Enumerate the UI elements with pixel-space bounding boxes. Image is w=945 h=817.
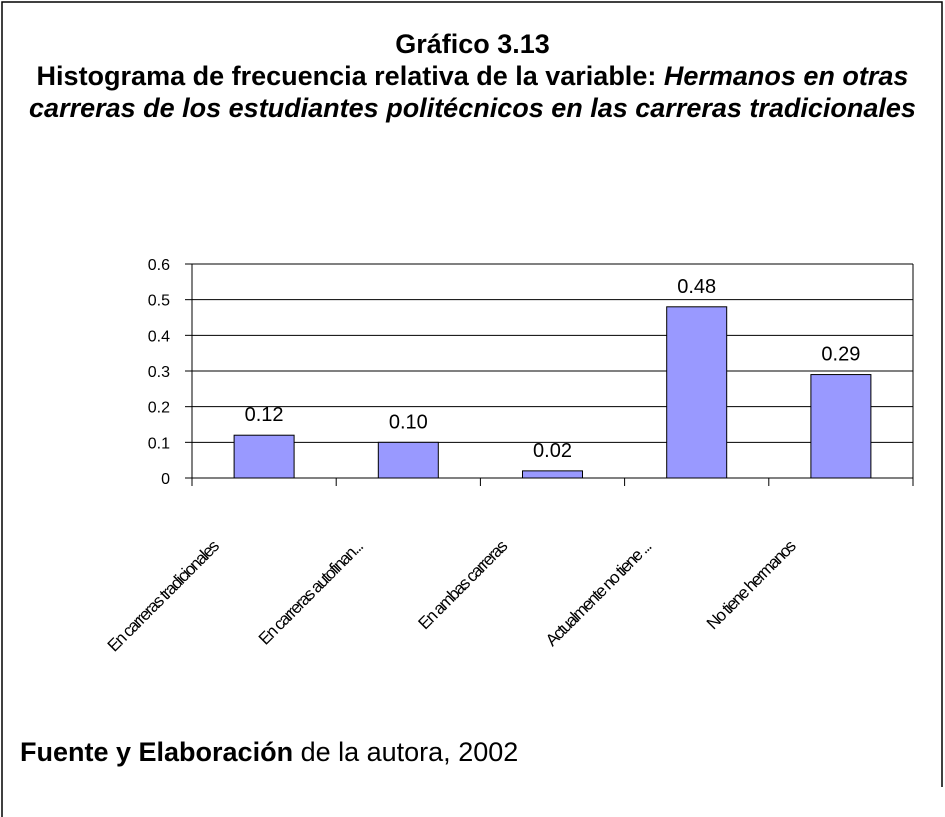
bar xyxy=(233,434,295,479)
data-label: 0.48 xyxy=(677,276,716,298)
data-label: 0.02 xyxy=(533,440,572,462)
y-tick-label: 0.6 xyxy=(148,257,170,274)
title-block: Gráfico 3.13 Histograma de frecuencia re… xyxy=(20,28,925,124)
chart-subtitle: Histograma de frecuencia relativa de la … xyxy=(20,60,925,124)
y-tick-label: 0.3 xyxy=(148,364,170,381)
y-tick-label: 0.2 xyxy=(148,400,170,417)
subtitle-lead: Histograma de frecuencia relativa de la … xyxy=(36,61,657,91)
x-tick-label: En carreras autofinan... xyxy=(255,537,367,649)
data-label: 0.29 xyxy=(821,344,860,366)
data-label: 0.12 xyxy=(245,404,284,426)
source-text: de la autora, 2002 xyxy=(300,737,519,767)
y-tick-label: 0.1 xyxy=(148,435,170,452)
source: Fuente y Elaboración de la autora, 2002 xyxy=(20,737,518,768)
bar xyxy=(377,441,439,479)
y-tick-label: 0.5 xyxy=(148,293,170,310)
bar xyxy=(666,306,728,479)
subtitle-variable: Hermanos en otras carreras de los estudi… xyxy=(29,61,916,123)
y-tick-label: 0.4 xyxy=(148,328,170,345)
source-bold: Fuente y Elaboración xyxy=(20,737,294,767)
x-tick-label: No tiene hermanos xyxy=(703,537,800,634)
x-tick-label: Actualmente no tiene ... xyxy=(542,537,655,650)
bar xyxy=(522,470,583,479)
bar xyxy=(810,374,872,479)
x-tick-label: En ambas carreras xyxy=(415,537,512,634)
chart-title: Gráfico 3.13 xyxy=(395,29,550,59)
x-tick-label: En carreras tradicionales xyxy=(104,537,223,656)
data-label: 0.10 xyxy=(389,411,428,433)
y-tick-label: 0 xyxy=(161,471,170,488)
